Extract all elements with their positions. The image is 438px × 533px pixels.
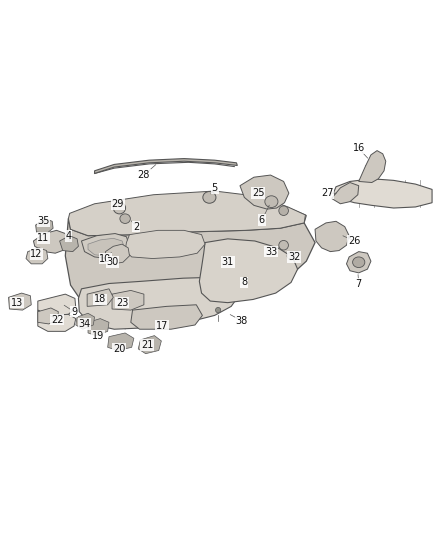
Text: 31: 31 <box>222 257 234 267</box>
Text: 27: 27 <box>321 188 333 198</box>
Polygon shape <box>68 193 306 236</box>
Polygon shape <box>76 313 95 329</box>
Polygon shape <box>68 191 305 236</box>
Text: 38: 38 <box>236 316 248 326</box>
Text: 10: 10 <box>99 254 112 263</box>
Ellipse shape <box>113 202 126 214</box>
Text: 2: 2 <box>133 222 139 232</box>
Polygon shape <box>346 252 371 273</box>
Polygon shape <box>60 236 78 252</box>
Polygon shape <box>38 294 76 316</box>
Polygon shape <box>333 179 432 208</box>
Text: 18: 18 <box>94 294 106 304</box>
Polygon shape <box>125 230 205 259</box>
Text: 6: 6 <box>259 215 265 225</box>
Polygon shape <box>38 310 76 332</box>
Text: 4: 4 <box>65 231 71 241</box>
Text: 32: 32 <box>288 252 300 262</box>
Polygon shape <box>359 151 386 182</box>
Text: 5: 5 <box>212 183 218 193</box>
Text: 17: 17 <box>156 321 169 331</box>
Text: 28: 28 <box>138 170 150 180</box>
Polygon shape <box>88 319 109 336</box>
Text: 12: 12 <box>30 249 42 259</box>
Polygon shape <box>81 233 130 259</box>
Polygon shape <box>131 305 202 329</box>
Polygon shape <box>199 239 297 303</box>
Polygon shape <box>9 293 31 310</box>
Ellipse shape <box>215 308 221 313</box>
Text: 29: 29 <box>112 199 124 209</box>
Text: 33: 33 <box>265 247 278 256</box>
Text: 19: 19 <box>92 330 104 341</box>
Text: 34: 34 <box>78 319 91 329</box>
Polygon shape <box>35 219 53 233</box>
Polygon shape <box>88 238 125 256</box>
Text: 8: 8 <box>241 278 247 287</box>
Polygon shape <box>65 219 315 316</box>
Polygon shape <box>315 221 349 252</box>
Polygon shape <box>108 333 134 351</box>
Polygon shape <box>106 244 130 264</box>
Text: 30: 30 <box>106 257 119 267</box>
Polygon shape <box>38 308 58 324</box>
Polygon shape <box>112 290 144 310</box>
Ellipse shape <box>203 191 216 203</box>
Text: 23: 23 <box>116 297 128 308</box>
Text: 20: 20 <box>113 344 126 354</box>
Polygon shape <box>240 175 289 209</box>
Polygon shape <box>87 289 113 306</box>
Polygon shape <box>138 336 161 354</box>
Text: 26: 26 <box>348 236 360 246</box>
Ellipse shape <box>279 240 288 250</box>
Polygon shape <box>332 182 359 204</box>
Ellipse shape <box>353 257 365 268</box>
Polygon shape <box>33 230 68 253</box>
Ellipse shape <box>120 214 131 223</box>
Text: 21: 21 <box>141 340 153 350</box>
Text: 9: 9 <box>71 306 77 317</box>
Text: 22: 22 <box>51 314 64 325</box>
Ellipse shape <box>279 206 288 215</box>
Text: 7: 7 <box>356 279 362 288</box>
Text: 16: 16 <box>353 143 365 154</box>
Polygon shape <box>78 277 240 329</box>
Ellipse shape <box>265 196 278 207</box>
Text: 13: 13 <box>11 297 23 308</box>
Ellipse shape <box>287 252 295 260</box>
Polygon shape <box>26 248 48 264</box>
Polygon shape <box>95 159 237 173</box>
Text: 35: 35 <box>37 216 49 226</box>
Text: 11: 11 <box>37 233 49 243</box>
Text: 25: 25 <box>252 188 265 198</box>
